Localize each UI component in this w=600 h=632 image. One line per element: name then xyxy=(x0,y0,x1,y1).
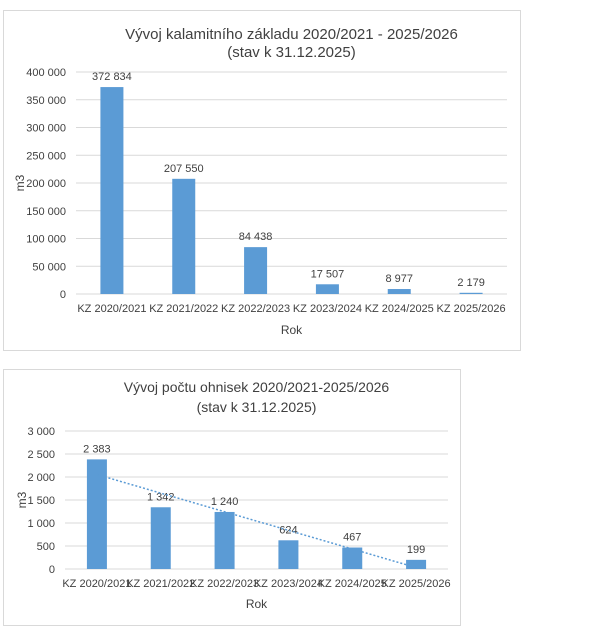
y-tick-label: 2 000 xyxy=(27,472,55,484)
data-label: 624 xyxy=(279,524,297,536)
data-label: 2 383 xyxy=(83,443,111,455)
x-tick-label: KZ 2024/2025 xyxy=(365,303,434,315)
y-tick-label: 150 000 xyxy=(26,206,66,218)
x-tick-label: KZ 2022/2023 xyxy=(221,303,290,315)
y-tick-label: 0 xyxy=(49,564,55,576)
chart-subtitle: (stav k 31.12.2025) xyxy=(197,399,317,415)
y-tick-label: 100 000 xyxy=(26,234,66,246)
bar xyxy=(244,247,268,294)
data-label: 372 834 xyxy=(92,71,132,83)
chart-pocet-ohnisek-svg: Vývoj počtu ohnisek 2020/2021-2025/2026 (… xyxy=(15,379,451,611)
data-label: 2 179 xyxy=(457,277,485,289)
bar xyxy=(459,292,483,294)
bar xyxy=(172,178,196,294)
chart-kalamitni-zaklad-svg: Vývoj kalamitního základu 2020/2021 - 20… xyxy=(13,26,507,337)
y-tick-label: 350 000 xyxy=(26,95,66,107)
bar xyxy=(150,507,171,569)
data-label: 84 438 xyxy=(239,231,273,243)
y-tick-label: 2 500 xyxy=(27,449,55,461)
data-label: 467 xyxy=(343,532,361,544)
x-tick-label: KZ 2022/2023 xyxy=(190,578,259,590)
bar xyxy=(100,87,124,294)
x-tick-label: KZ 2023/2024 xyxy=(293,303,362,315)
y-tick-label: 0 xyxy=(60,289,66,301)
y-tick-label: 1 500 xyxy=(27,495,55,507)
chart-title: Vývoj kalamitního základu 2020/2021 - 20… xyxy=(125,26,458,43)
x-axis-title: Rok xyxy=(246,597,268,611)
bar xyxy=(342,547,363,569)
x-tick-label: KZ 2021/2022 xyxy=(149,303,218,315)
bar xyxy=(387,289,411,294)
x-tick-label: KZ 2025/2026 xyxy=(382,578,451,590)
y-tick-label: 500 xyxy=(37,541,55,553)
bar xyxy=(214,511,235,569)
y-tick-label: 1 000 xyxy=(27,518,55,530)
y-tick-label: 250 000 xyxy=(26,150,66,162)
y-tick-label: 400 000 xyxy=(26,67,66,79)
bar xyxy=(315,284,339,294)
y-axis-title: m3 xyxy=(13,174,27,191)
x-tick-label: KZ 2020/2021 xyxy=(77,303,146,315)
data-label: 17 507 xyxy=(311,268,345,280)
chart-pocet-ohnisek: Vývoj počtu ohnisek 2020/2021-2025/2026 (… xyxy=(3,369,461,626)
data-label: 1 240 xyxy=(211,496,239,508)
data-label: 8 977 xyxy=(385,273,413,285)
x-tick-label: KZ 2020/2021 xyxy=(62,578,131,590)
x-axis-title: Rok xyxy=(281,323,303,337)
y-tick-label: 300 000 xyxy=(26,123,66,135)
chart-title: Vývoj počtu ohnisek 2020/2021-2025/2026 xyxy=(124,379,390,395)
data-label: 207 550 xyxy=(164,163,204,175)
y-tick-label: 200 000 xyxy=(26,178,66,190)
trendline xyxy=(96,473,417,569)
data-label: 199 xyxy=(407,544,425,556)
data-label: 1 342 xyxy=(147,491,175,503)
bar xyxy=(406,559,427,569)
y-tick-label: 50 000 xyxy=(32,261,66,273)
x-tick-label: KZ 2024/2025 xyxy=(318,578,387,590)
x-tick-label: KZ 2025/2026 xyxy=(437,303,506,315)
x-tick-label: KZ 2023/2024 xyxy=(254,578,323,590)
bar xyxy=(86,459,107,569)
chart-kalamitni-zaklad: Vývoj kalamitního základu 2020/2021 - 20… xyxy=(3,10,521,351)
x-tick-label: KZ 2021/2022 xyxy=(126,578,195,590)
y-tick-label: 3 000 xyxy=(27,426,55,438)
y-axis-title: m3 xyxy=(15,491,29,508)
chart-subtitle: (stav k 31.12.2025) xyxy=(227,44,355,61)
bar xyxy=(278,540,299,569)
